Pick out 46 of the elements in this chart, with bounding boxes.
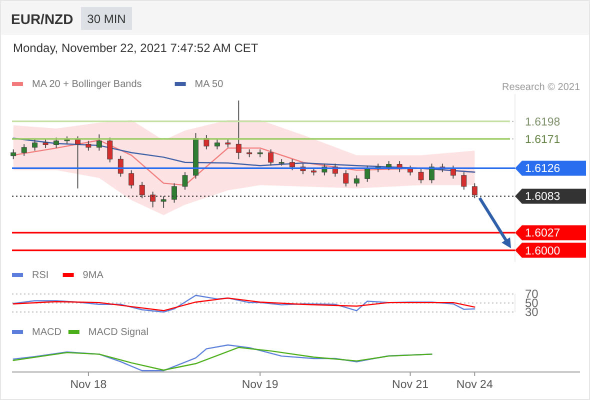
candlestick bbox=[418, 168, 424, 184]
legend-label: MACD bbox=[32, 327, 62, 338]
candlestick bbox=[54, 137, 59, 149]
legend-label: MACD Signal bbox=[88, 327, 148, 338]
candlestick bbox=[236, 100, 242, 160]
candlestick bbox=[10, 148, 16, 160]
candlestick bbox=[408, 165, 413, 176]
x-tick-label: Nov 18 bbox=[70, 379, 107, 391]
y-tick-label: 1.6198 bbox=[525, 116, 560, 128]
legend-label: RSI bbox=[32, 270, 49, 281]
text: Monday, November 22, 2021 7:47:52 AM CET bbox=[13, 41, 259, 55]
candlestick bbox=[429, 163, 434, 184]
candlestick bbox=[107, 137, 113, 163]
candlestick bbox=[32, 139, 38, 152]
candlestick bbox=[21, 144, 27, 156]
y-tick-label: 1.6000 bbox=[525, 245, 560, 258]
y-tick-label: 1.6083 bbox=[525, 191, 560, 204]
candlestick bbox=[75, 136, 80, 189]
candlestick bbox=[128, 170, 134, 189]
legend-label: 9MA bbox=[82, 270, 104, 281]
legend-label: MA 50 bbox=[194, 79, 224, 90]
text: Research © 2021 bbox=[502, 82, 580, 93]
candlestick bbox=[450, 165, 456, 180]
candlestick bbox=[290, 158, 295, 171]
x-tick-label: Nov 19 bbox=[242, 379, 278, 391]
line-series bbox=[12, 138, 476, 173]
chart-title: EUR/NZD bbox=[11, 11, 74, 27]
candlestick bbox=[96, 134, 102, 152]
x-tick-label: Nov 21 bbox=[392, 379, 428, 391]
y-tick-label: 1.6171 bbox=[525, 134, 560, 146]
chart-subtitle: 30 MIN bbox=[87, 12, 126, 26]
candlestick bbox=[86, 140, 92, 152]
y-tick-label: 1.6126 bbox=[525, 163, 560, 176]
candlestick bbox=[386, 160, 392, 171]
y-tick-label: 1.6027 bbox=[525, 228, 560, 240]
candlestick bbox=[268, 148, 274, 166]
candlestick bbox=[182, 172, 188, 190]
candlestick bbox=[354, 174, 360, 187]
candlestick bbox=[204, 134, 210, 150]
candlestick bbox=[214, 139, 220, 150]
candlestick bbox=[118, 155, 124, 178]
candlestick bbox=[364, 165, 370, 182]
x-tick-label: Nov 24 bbox=[456, 379, 494, 391]
candlestick bbox=[461, 172, 467, 190]
legend-label: MA 20 + Bollinger Bands bbox=[32, 79, 142, 90]
candlestick bbox=[343, 170, 349, 187]
